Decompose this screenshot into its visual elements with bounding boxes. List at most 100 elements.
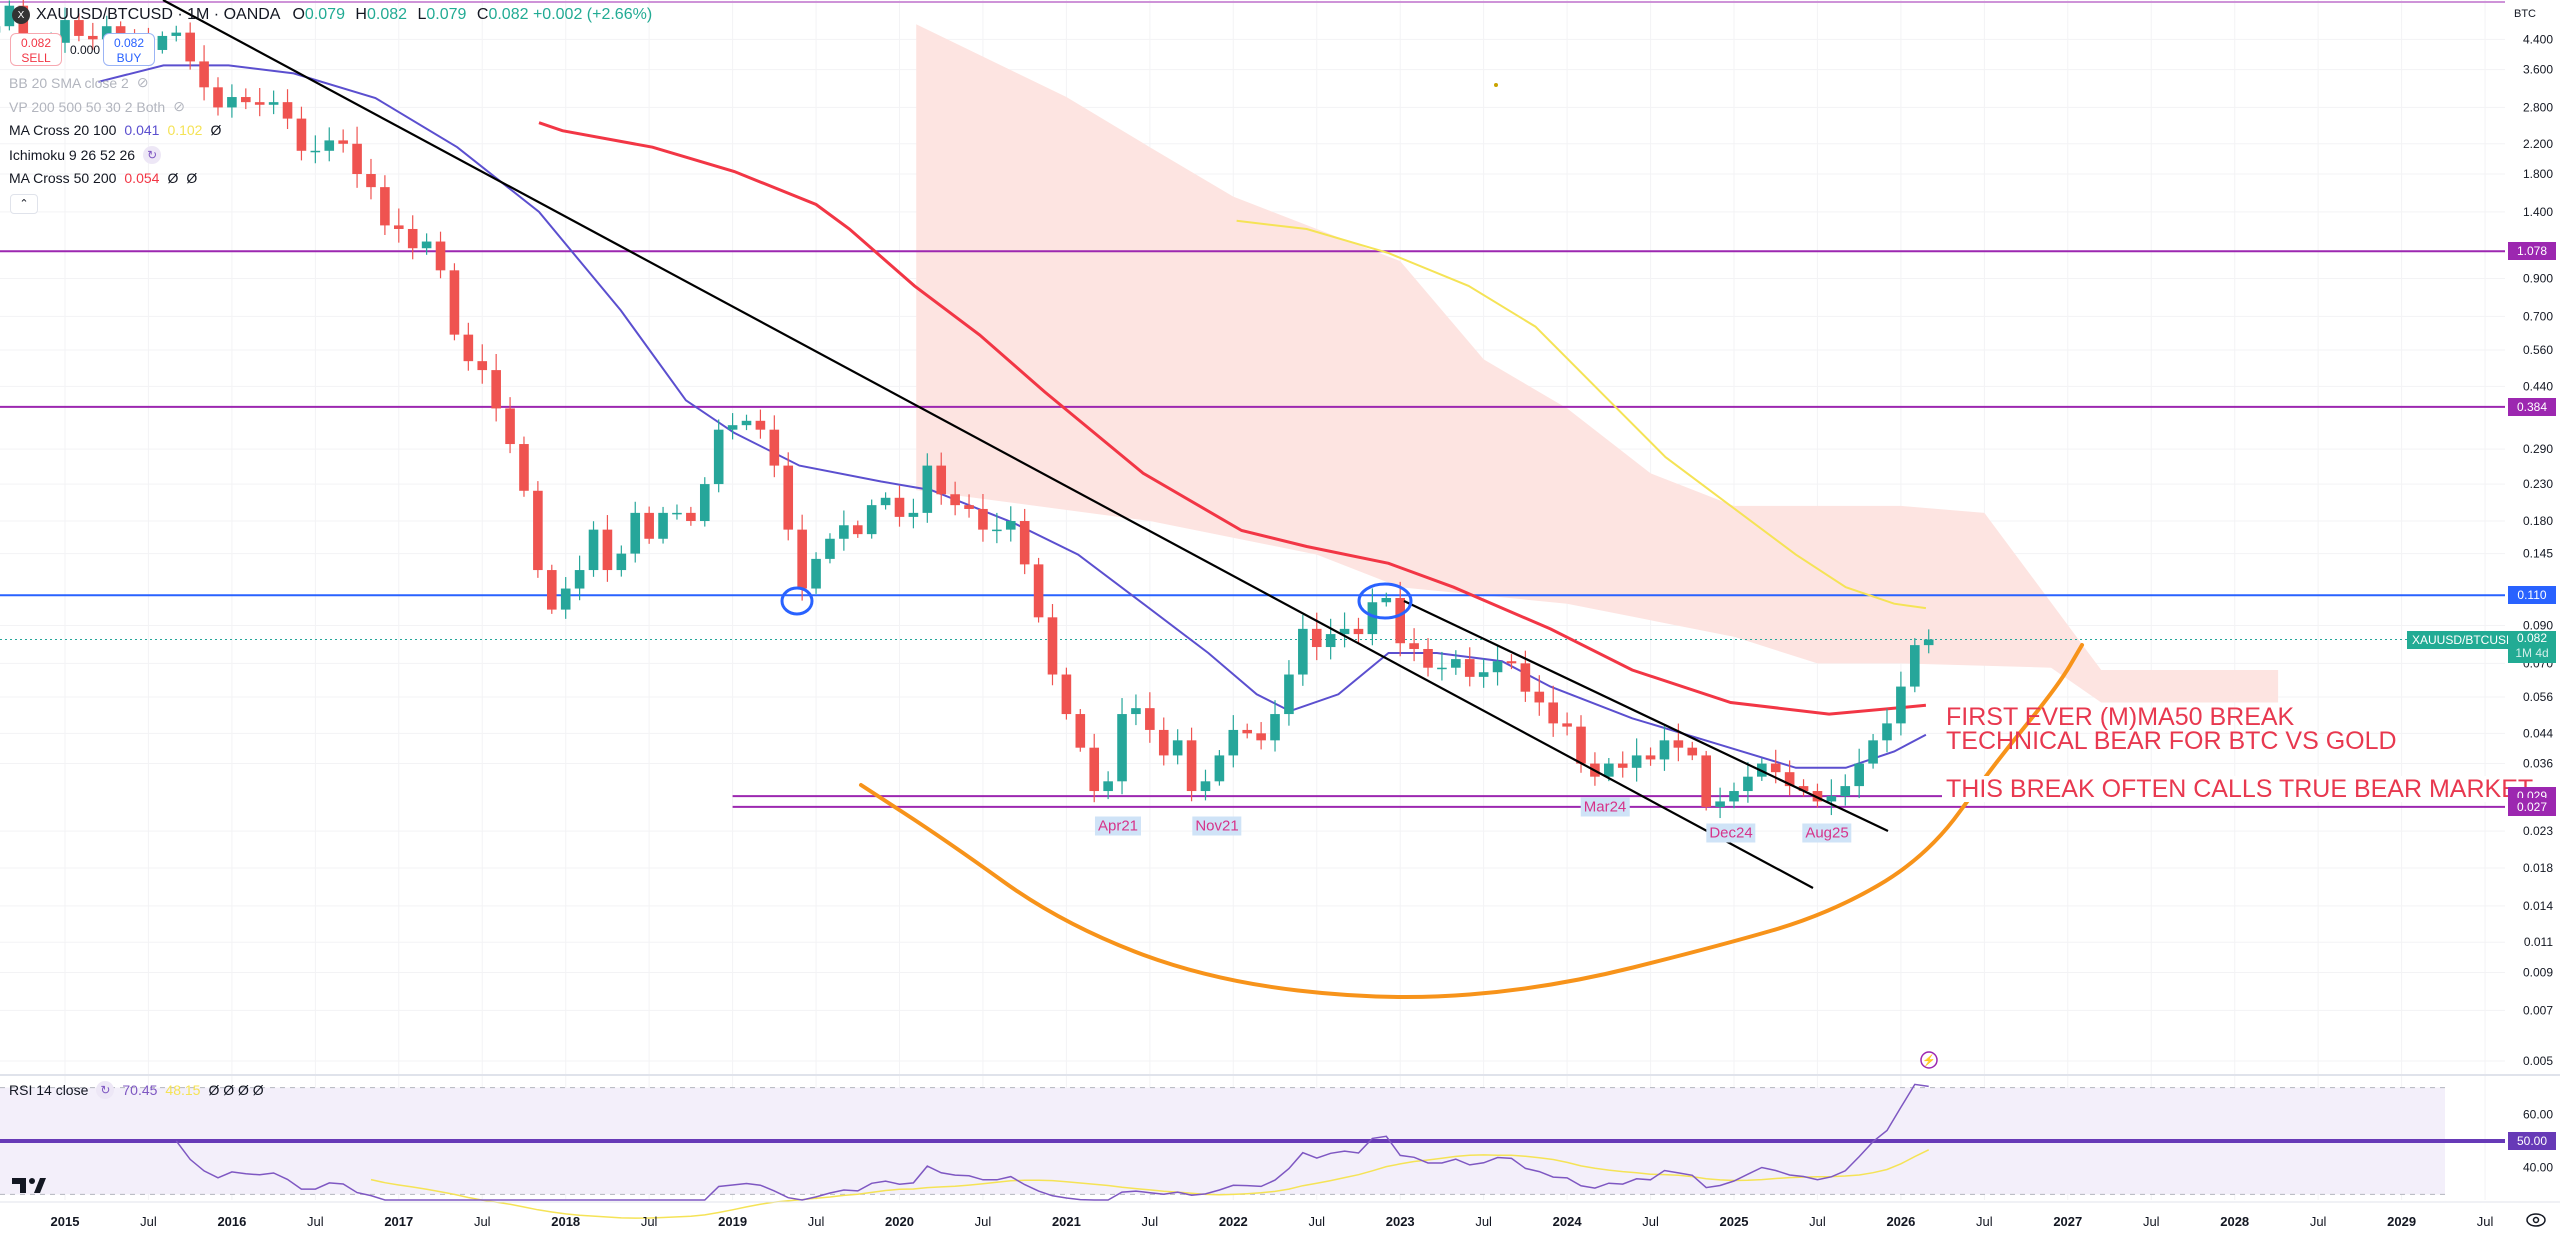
candle — [1673, 723, 1684, 762]
candle — [199, 45, 209, 101]
candle-body — [380, 187, 390, 226]
time-axis-label: Jul — [1142, 1214, 1159, 1229]
candle — [1645, 747, 1656, 766]
candle-body — [1631, 755, 1642, 768]
candle — [1395, 581, 1405, 657]
date-marker-label[interactable]: Nov21 — [1192, 816, 1242, 836]
candle — [1882, 708, 1892, 753]
date-marker-label[interactable]: Aug25 — [1802, 823, 1852, 843]
price-level-tag[interactable]: 0.384 — [2508, 397, 2556, 416]
candle — [797, 514, 807, 601]
low-value: 0.079 — [426, 6, 467, 23]
price-axis-bg — [2505, 0, 2560, 1233]
candle — [227, 84, 237, 118]
eye-hidden-icon[interactable]: ⊘ — [136, 74, 149, 90]
indicator-value: Ø Ø Ø Ø — [208, 1082, 264, 1098]
rsi-level-tag[interactable]: 50.00 — [2508, 1132, 2556, 1150]
candle-body — [533, 490, 543, 571]
indicator-bb[interactable]: BB 20 SMA close 2 ⊘ — [9, 74, 149, 91]
indicator-vp[interactable]: VP 200 500 50 30 2 Both ⊘ — [9, 98, 185, 115]
symbol-header[interactable]: X XAUUSD/BTCUSD · 1M · OANDA O0.079 H0.0… — [12, 6, 652, 24]
lightning-icon — [1920, 1051, 1938, 1069]
buy-button[interactable]: 0.082 BUY — [103, 33, 155, 66]
candle-body — [1325, 634, 1336, 648]
symbol-title[interactable]: XAUUSD/BTCUSD · 1M · OANDA — [36, 6, 281, 23]
price-level-tag[interactable]: 0.110 — [2508, 586, 2556, 605]
price-axis-label: 0.014 — [2523, 899, 2553, 913]
candle — [1478, 658, 1489, 688]
indicator-ma-cross-20-100[interactable]: MA Cross 20 100 0.041 0.102 Ø — [9, 122, 221, 138]
time-axis-label: Jul — [1809, 1214, 1826, 1229]
indicator-ichimoku[interactable]: Ichimoku 9 26 52 26 ↻ — [9, 146, 162, 164]
rsi-ma-line — [370, 1149, 1930, 1219]
candle — [1423, 638, 1433, 677]
collapse-legend-button[interactable]: ⌃ — [10, 194, 38, 214]
candle-body — [1451, 659, 1461, 668]
price-axis-label: 0.440 — [2523, 379, 2553, 393]
chevron-up-icon: ⌃ — [19, 198, 29, 210]
candle — [713, 419, 724, 493]
candle — [1200, 769, 1211, 801]
candle-body — [435, 241, 446, 271]
rsi-legend[interactable]: RSI 14 close ↻ 70.45 48.15 Ø Ø Ø Ø — [9, 1081, 264, 1099]
candle-body — [1367, 602, 1378, 635]
price-axis-label: 0.700 — [2523, 309, 2553, 323]
candle-body — [1228, 729, 1239, 756]
candle-body — [588, 529, 599, 571]
price-axis-unit[interactable]: BTC — [2510, 6, 2540, 22]
annotation-text[interactable]: THIS BREAK OFTEN CALLS TRUE BEAR MARKET — [1942, 776, 2538, 802]
candle-body — [1256, 733, 1266, 741]
annotation-text[interactable]: FIRST EVER (M)MA50 BREAK — [1946, 703, 2295, 731]
candle — [783, 452, 794, 541]
rsi-line — [175, 1083, 1929, 1201]
candle-body — [1242, 729, 1253, 734]
price-level-tag[interactable]: 1.078 — [2508, 242, 2556, 261]
candle — [1812, 783, 1823, 808]
candle — [616, 545, 627, 577]
candle — [477, 344, 488, 384]
candle-body — [1784, 772, 1795, 787]
candle — [825, 533, 835, 564]
logo-part — [12, 1178, 26, 1184]
eye-hidden-icon[interactable]: ⊘ — [173, 98, 185, 114]
candle-body — [797, 529, 807, 589]
candle — [1840, 774, 1851, 806]
candle — [324, 127, 335, 162]
candle-body — [1715, 801, 1725, 807]
spread-value: 0.000 — [70, 43, 101, 57]
annotation-text[interactable]: TECHNICAL BEAR FOR BTC VS GOLD — [1946, 727, 2397, 755]
date-marker-label[interactable]: Mar24 — [1580, 797, 1630, 817]
time-axis-label: Jul — [975, 1214, 992, 1229]
candle — [1896, 671, 1906, 736]
candle-body — [491, 370, 501, 409]
date-marker-label[interactable]: Apr21 — [1094, 816, 1142, 836]
sell-button[interactable]: 0.082 SELL — [10, 33, 62, 66]
candle-body — [477, 361, 488, 371]
candle-body — [505, 408, 515, 445]
time-axis-label: Jul — [641, 1214, 658, 1229]
candle — [254, 87, 265, 117]
price-level-tag[interactable]: 0.027 — [2508, 797, 2556, 816]
candle — [950, 481, 960, 516]
time-axis-label: Jul — [2477, 1214, 2494, 1229]
candle-body — [1910, 645, 1920, 687]
price-axis-label: 0.018 — [2523, 861, 2553, 875]
candle — [922, 453, 933, 523]
date-marker-label[interactable]: Dec24 — [1706, 823, 1756, 843]
candle — [1284, 660, 1294, 726]
candle-body — [101, 26, 112, 40]
price-axis-label: 0.011 — [2524, 935, 2553, 949]
bar-countdown: 1M 4d — [2515, 645, 2549, 660]
settings-icon[interactable] — [2526, 1213, 2546, 1227]
candle — [421, 233, 432, 255]
open-label: O — [292, 6, 305, 23]
candle-body — [1186, 740, 1197, 792]
candle — [338, 129, 348, 153]
candle — [1214, 750, 1225, 786]
candle-body — [1131, 708, 1141, 715]
candle-body — [1423, 648, 1433, 668]
indicator-ma-cross-50-200[interactable]: MA Cross 50 200 0.054 Ø Ø — [9, 170, 197, 186]
indicator-value: Ø — [186, 170, 198, 186]
candle — [727, 413, 738, 440]
